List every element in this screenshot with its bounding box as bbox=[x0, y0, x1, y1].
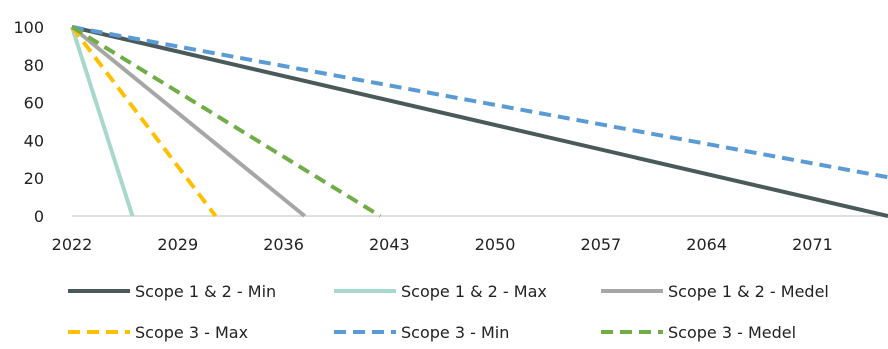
series-lines bbox=[70, 25, 888, 218]
legend-label: Scope 1 & 2 - Max bbox=[401, 282, 547, 301]
legend-label: Scope 3 - Medel bbox=[668, 323, 796, 342]
series-line-2 bbox=[70, 25, 306, 218]
y-tick-label: 20 bbox=[24, 169, 44, 188]
legend-label: Scope 3 - Max bbox=[135, 323, 248, 342]
legend: Scope 1 & 2 - Min Scope 1 & 2 - Max Scope … bbox=[68, 282, 829, 342]
y-tick-label: 80 bbox=[24, 56, 44, 75]
legend-label: Scope 1 & 2 - Medel bbox=[668, 282, 829, 301]
x-tick-label: 2022 bbox=[52, 235, 93, 254]
series-line-1 bbox=[70, 26, 135, 217]
series-line-4 bbox=[71, 25, 888, 180]
x-tick-label: 2043 bbox=[369, 235, 410, 254]
x-tick-label: 2029 bbox=[157, 235, 198, 254]
x-tick-label: 2064 bbox=[686, 235, 727, 254]
y-tick-label: 40 bbox=[24, 131, 44, 150]
y-tick-label: 60 bbox=[24, 94, 44, 113]
x-axis-ticks: 2022 2029 2036 2043 2050 2057 2064 2071 bbox=[52, 235, 833, 254]
y-tick-label: 100 bbox=[13, 18, 44, 37]
series-line-3 bbox=[70, 25, 218, 218]
x-tick-label: 2036 bbox=[263, 235, 304, 254]
series-line-5 bbox=[70, 25, 382, 218]
y-tick-label: 0 bbox=[34, 207, 44, 226]
series-line-0 bbox=[71, 25, 888, 218]
legend-label: Scope 3 - Min bbox=[401, 323, 509, 342]
x-tick-label: 2050 bbox=[475, 235, 516, 254]
x-tick-label: 2071 bbox=[792, 235, 833, 254]
x-tick-label: 2057 bbox=[581, 235, 622, 254]
legend-label: Scope 1 & 2 - Min bbox=[135, 282, 276, 301]
y-axis-ticks: 0 20 40 60 80 100 bbox=[13, 18, 44, 226]
